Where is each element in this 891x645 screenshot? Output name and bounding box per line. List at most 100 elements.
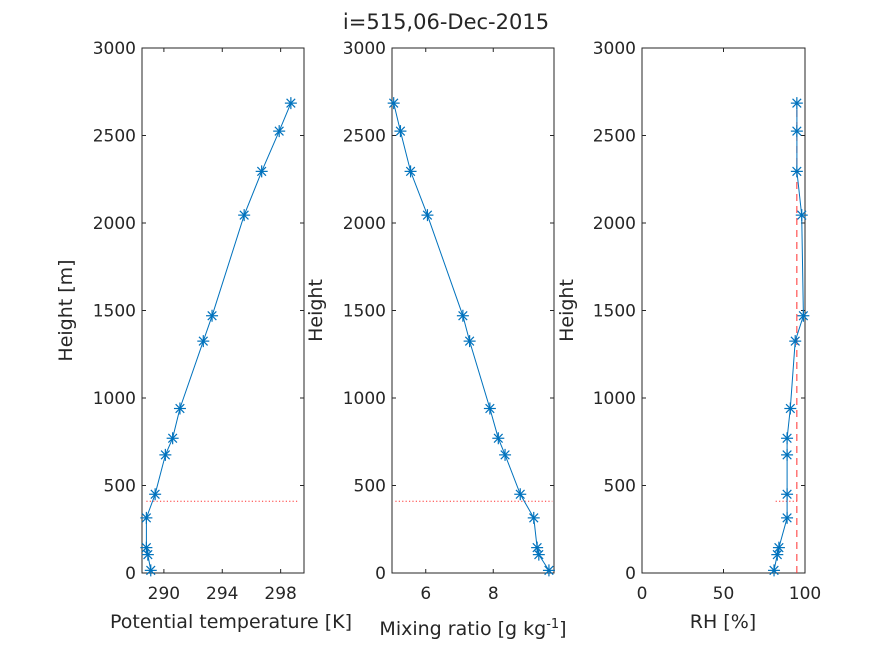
y-tick-label: 3000	[93, 39, 136, 59]
data-point	[797, 309, 810, 322]
data-point	[421, 209, 434, 222]
y-axis-label: Height	[305, 279, 327, 342]
data-point-stroke	[782, 489, 792, 499]
x-tick-label: 8	[488, 584, 499, 604]
y-tick-label: 2000	[593, 214, 636, 234]
data-point-stroke	[150, 489, 160, 499]
data-point	[149, 488, 162, 501]
y-tick-label: 2500	[93, 127, 136, 147]
data-point-stroke	[175, 403, 185, 414]
y-tick-label: 3000	[593, 39, 636, 59]
y-tick-label: 1000	[93, 389, 136, 409]
y-tick-label: 2000	[343, 214, 386, 234]
data-point	[173, 402, 186, 415]
y-tick-label: 2000	[93, 214, 136, 234]
data-point	[166, 432, 179, 445]
y-tick-label: 0	[625, 564, 636, 584]
y-axis-label: Height	[556, 279, 578, 342]
data-point	[238, 209, 251, 222]
data-point-stroke	[141, 542, 152, 553]
data-point-stroke	[792, 166, 802, 177]
data-point	[772, 541, 785, 554]
data-point	[768, 564, 781, 577]
data-point-stroke	[167, 433, 178, 443]
y-tick-label: 1000	[343, 389, 386, 409]
data-point	[483, 402, 496, 415]
data-point-stroke	[422, 210, 433, 220]
data-point	[159, 448, 172, 461]
data-point-stroke	[464, 336, 475, 346]
data-point-stroke	[532, 542, 542, 553]
data-point-stroke	[256, 166, 267, 177]
series-line	[773, 103, 804, 571]
data-point-stroke	[515, 489, 525, 499]
figure-title: i=515,06-Dec-2015	[343, 10, 549, 34]
data-point	[790, 125, 803, 138]
data-point	[463, 335, 476, 348]
axes-box	[391, 47, 555, 574]
data-point-stroke	[797, 210, 807, 220]
data-point	[144, 564, 157, 577]
data-point-stroke	[160, 450, 171, 460]
data-point	[197, 335, 210, 348]
data-point	[784, 402, 797, 415]
data-point	[781, 511, 794, 524]
data-point-stroke	[458, 311, 468, 321]
data-point	[492, 432, 505, 445]
y-tick-label: 1500	[593, 302, 636, 322]
axes-box	[641, 47, 806, 574]
data-point-stroke	[544, 565, 554, 576]
data-point-stroke	[534, 549, 544, 560]
data-point-stroke	[772, 549, 783, 560]
y-tick-label: 500	[604, 477, 636, 497]
data-point	[542, 564, 555, 577]
data-point-stroke	[529, 513, 539, 523]
y-tick-label: 2500	[343, 127, 386, 147]
panel-potential-temperature: 0 500 1000 1500 2000 2500 3000 290 294 298 Height …	[55, 39, 352, 633]
x-tick-label: 298	[264, 584, 296, 604]
data-point-stroke	[146, 565, 156, 576]
x-axis-label: Mixing ratio [g kg-1]	[379, 617, 566, 640]
y-tick-label: 2500	[593, 127, 636, 147]
data-point	[273, 125, 286, 138]
data-point	[790, 165, 803, 178]
data-point-stroke	[239, 210, 249, 220]
data-point	[140, 511, 153, 524]
data-point	[404, 165, 417, 178]
y-tick-label: 1000	[593, 389, 636, 409]
data-point-stroke	[395, 126, 406, 136]
y-axis-label: Height [m]	[55, 259, 77, 361]
panel-relative-humidity: 0 500 1000 1500 2000 2500 3000 0 50 100 Height RH […	[556, 39, 821, 633]
y-tick-label: 1500	[93, 302, 136, 322]
data-point-stroke	[785, 403, 796, 414]
data-point-stroke	[485, 403, 495, 414]
data-point	[514, 488, 527, 501]
data-point-stroke	[790, 336, 800, 346]
data-point	[527, 511, 540, 524]
data-point-stroke	[782, 433, 792, 443]
x-axis-label: Potential temperature [K]	[110, 611, 352, 633]
data-point	[781, 432, 794, 445]
y-tick-label: 500	[104, 477, 136, 497]
data-point-stroke	[207, 311, 217, 321]
x-axis-label: RH [%]	[690, 611, 756, 633]
data-point	[790, 97, 803, 110]
data-point-stroke	[500, 450, 510, 460]
data-point-stroke	[141, 513, 152, 523]
x-tick-label: 50	[713, 584, 735, 604]
data-point	[499, 448, 512, 461]
panel-mixing-ratio: 0 500 1000 1500 2000 2500 3000 6 8 Height Mixing r…	[305, 39, 567, 640]
data-point-stroke	[405, 166, 416, 177]
data-point-stroke	[798, 311, 809, 321]
data-point-stroke	[493, 433, 504, 443]
y-tick-label: 0	[125, 564, 136, 584]
data-point-stroke	[774, 542, 784, 553]
x-tick-label: 6	[420, 584, 431, 604]
y-tick-label: 500	[354, 477, 386, 497]
data-point	[789, 335, 802, 348]
data-point	[771, 548, 784, 561]
data-point-stroke	[286, 98, 296, 108]
x-tick-label: 290	[148, 584, 180, 604]
data-point	[206, 309, 219, 322]
